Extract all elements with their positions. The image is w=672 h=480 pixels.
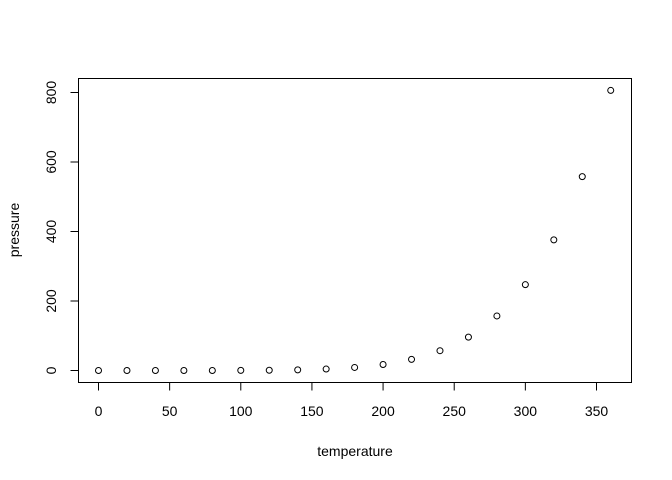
x-axis-label: temperature: [317, 443, 393, 459]
x-tick-label: 50: [162, 403, 178, 419]
data-point: [607, 86, 615, 94]
data-point: [351, 363, 359, 371]
y-tick-label: 200: [43, 289, 59, 313]
data-point: [436, 347, 444, 355]
data-point: [464, 333, 472, 341]
x-tick-label: 150: [300, 403, 324, 419]
data-point: [408, 355, 416, 363]
x-tick-label: 250: [443, 403, 467, 419]
data-point: [237, 366, 245, 374]
x-tick-label: 100: [229, 403, 253, 419]
x-tick-label: 200: [371, 403, 395, 419]
data-point: [151, 366, 159, 374]
data-point: [208, 366, 216, 374]
data-point: [180, 366, 188, 374]
y-tick-label: 800: [43, 81, 59, 105]
data-point: [493, 312, 501, 320]
y-axis-label: pressure: [6, 203, 22, 258]
data-point: [578, 173, 586, 181]
data-point: [265, 366, 273, 374]
y-tick-label: 0: [43, 366, 59, 374]
data-point: [95, 366, 102, 374]
data-point: [123, 366, 131, 374]
y-tick-label: 400: [43, 220, 59, 244]
data-point: [379, 360, 387, 368]
x-tick-label: 0: [95, 403, 103, 419]
data-point: [294, 366, 302, 374]
y-tick-label: 600: [43, 150, 59, 174]
x-tick-label: 350: [585, 403, 609, 419]
data-point: [521, 281, 529, 289]
x-tick-label: 300: [514, 403, 538, 419]
data-point: [550, 236, 558, 244]
plot-box: [78, 78, 632, 383]
data-point: [322, 365, 330, 373]
